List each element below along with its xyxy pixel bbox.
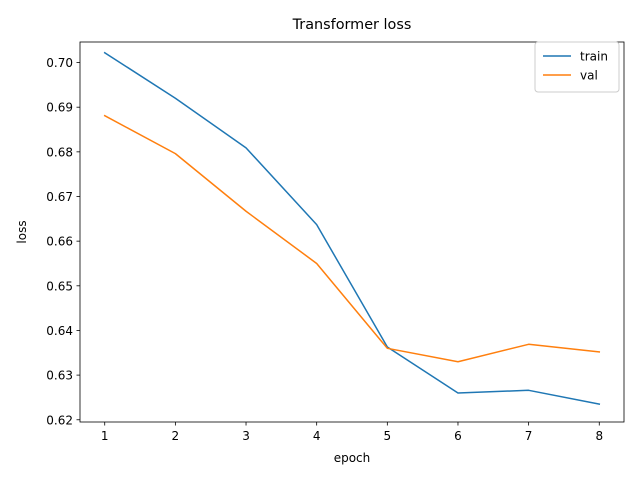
y-tick-label: 0.68 xyxy=(46,145,73,159)
x-tick-label: 7 xyxy=(525,429,533,443)
x-tick-label: 6 xyxy=(454,429,462,443)
legend-box xyxy=(534,41,620,93)
y-tick-label: 0.69 xyxy=(46,101,73,115)
y-axis-ticks: 0.62 0.63 0.64 0.65 0.66 0.67 0.68 0.69 0.70 xyxy=(46,56,80,427)
y-tick-label: 0.65 xyxy=(46,279,73,293)
legend-label-train: train xyxy=(580,50,608,64)
y-axis-label: loss xyxy=(15,220,29,243)
x-tick-label: 5 xyxy=(384,429,392,443)
y-tick-label: 0.66 xyxy=(46,235,73,249)
chart-title: Transformer loss xyxy=(292,17,412,33)
series-line-train xyxy=(103,51,601,406)
series-lines xyxy=(103,51,601,406)
x-axis-ticks: 1 2 3 4 5 6 7 8 xyxy=(101,422,603,443)
legend: train val xyxy=(534,41,620,93)
x-tick-label: 3 xyxy=(242,429,250,443)
plot-area xyxy=(80,42,624,422)
y-tick-label: 0.67 xyxy=(46,190,73,204)
x-axis-label: epoch xyxy=(334,451,371,465)
y-tick-label: 0.70 xyxy=(46,56,73,70)
x-tick-label: 1 xyxy=(101,429,109,443)
series-line-val xyxy=(103,114,601,363)
plot-frame xyxy=(79,41,625,423)
y-tick-label: 0.62 xyxy=(46,413,73,427)
legend-label-val: val xyxy=(580,69,598,83)
x-tick-label: 8 xyxy=(595,429,603,443)
y-tick-label: 0.64 xyxy=(46,324,73,338)
x-tick-label: 4 xyxy=(313,429,321,443)
y-tick-label: 0.63 xyxy=(46,369,73,383)
x-tick-label: 2 xyxy=(172,429,180,443)
